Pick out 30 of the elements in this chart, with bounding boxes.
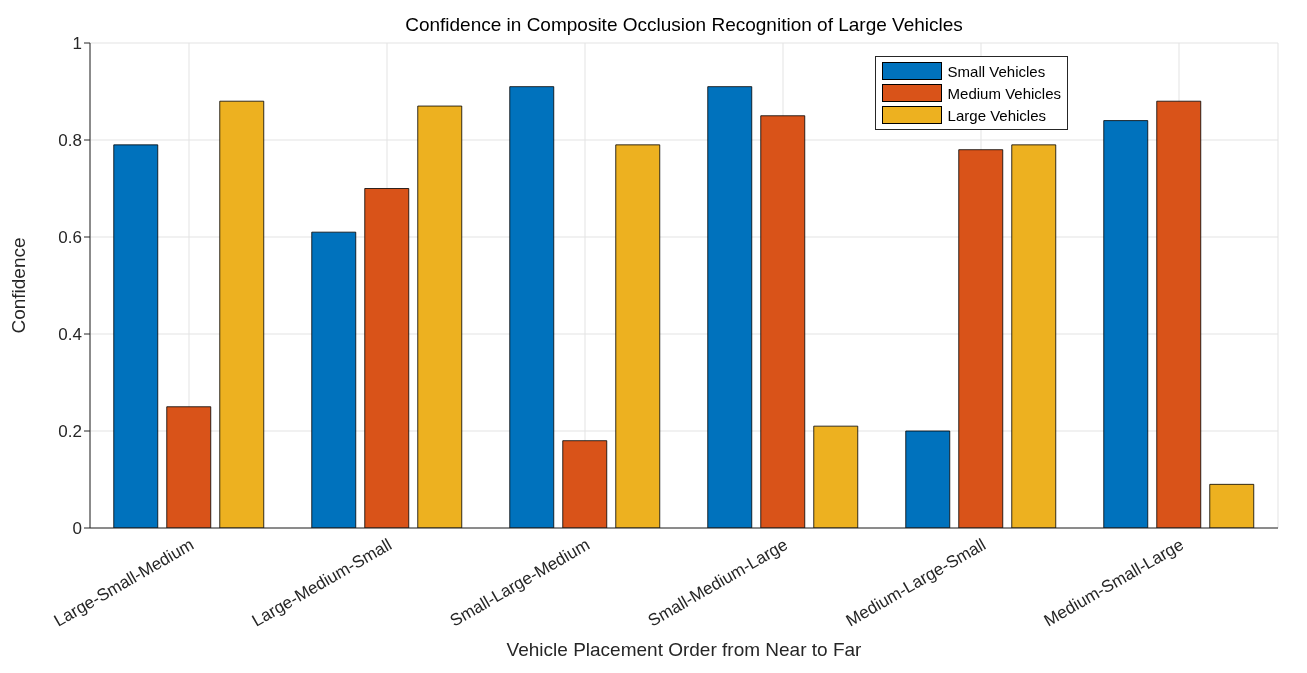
chart-title: Confidence in Composite Occlusion Recognition of Large Vehicles bbox=[404, 14, 964, 36]
y-tick-label: 1 bbox=[72, 34, 82, 54]
bar bbox=[311, 231, 357, 528]
bar bbox=[707, 86, 753, 528]
bar bbox=[1103, 120, 1149, 528]
x-axis-title: Vehicle Placement Order from Near to Far bbox=[506, 639, 863, 660]
y-tick-label: 0.4 bbox=[58, 325, 82, 345]
bar bbox=[417, 105, 463, 528]
bar bbox=[1011, 144, 1057, 528]
bar bbox=[509, 86, 555, 528]
bar bbox=[813, 425, 859, 528]
y-tick-label: 0.8 bbox=[58, 131, 82, 151]
bar bbox=[364, 188, 410, 528]
y-tick-label: 0 bbox=[72, 519, 82, 539]
bar bbox=[219, 100, 265, 528]
legend-label: Small Vehicles bbox=[946, 61, 1047, 82]
bar bbox=[562, 440, 608, 528]
y-tick-label: 0.2 bbox=[58, 422, 82, 442]
bar bbox=[113, 144, 159, 528]
bar bbox=[615, 144, 661, 528]
bar bbox=[905, 430, 951, 528]
bar bbox=[958, 149, 1004, 528]
legend-label: Medium Vehicles bbox=[946, 83, 1061, 104]
legend-label: Large Vehicles bbox=[946, 105, 1047, 126]
y-tick-label: 0.6 bbox=[58, 228, 82, 248]
y-axis-title: Confidence bbox=[7, 237, 29, 334]
bar bbox=[166, 406, 212, 528]
bar bbox=[1209, 483, 1255, 528]
bar bbox=[1156, 100, 1202, 528]
bar bbox=[760, 115, 806, 528]
